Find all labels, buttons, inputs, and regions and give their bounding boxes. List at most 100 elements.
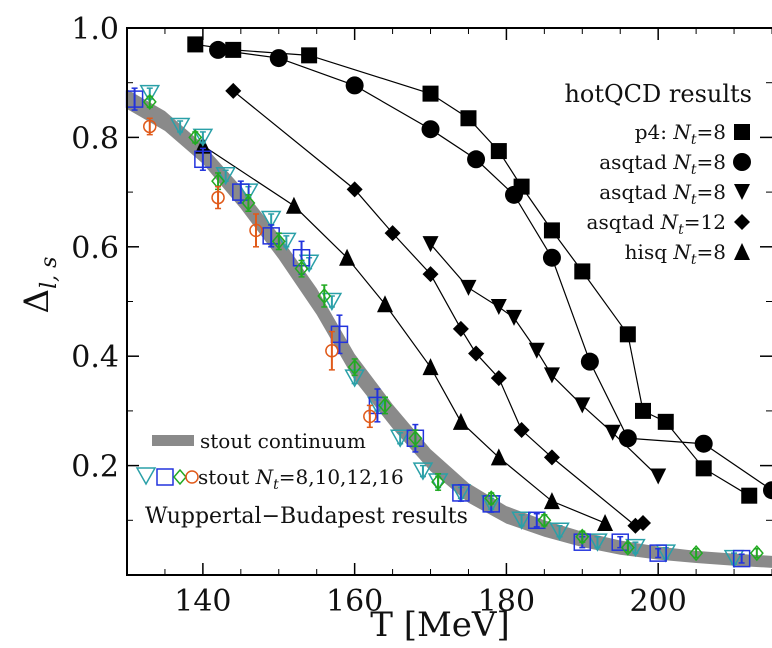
- legend-wuppertal-budapest: stout continuum stout Nt=8,10,12,16 Wupp…: [135, 429, 468, 529]
- y-axis-label: Δl, s: [17, 257, 62, 314]
- x-tick-label: 140: [174, 584, 231, 619]
- data-point-triangle-down: [460, 279, 477, 296]
- data-point-diamond: [490, 370, 507, 387]
- wb-point-nt8: [276, 232, 297, 251]
- legend-marker-circle: [733, 153, 751, 171]
- data-point-triangle-down: [574, 397, 591, 414]
- markers-layer: [187, 36, 772, 534]
- data-point-triangle-up: [490, 448, 507, 466]
- data-point-circle: [763, 481, 772, 500]
- legend-entry-label: asqtad Nt=8: [599, 150, 726, 178]
- y-tick-label: 1.0: [71, 12, 119, 47]
- data-point-square: [741, 487, 758, 504]
- wb-point-nt8: [139, 84, 161, 104]
- data-point-triangle-down: [650, 468, 667, 485]
- data-point-diamond: [635, 515, 651, 532]
- legend-entry-prefix: asqtad: [599, 180, 673, 204]
- legend-entry-prefix: asqtad: [599, 150, 673, 174]
- legend-stout-label: stout Nt=8,10,12,16: [198, 465, 404, 493]
- wb-point-nt12: [620, 539, 635, 556]
- continuum-band: [127, 89, 772, 568]
- data-point-square: [635, 402, 651, 419]
- legend-entry-sub: t: [691, 132, 697, 148]
- legend-entry-label: p4: Nt=8: [635, 120, 726, 148]
- wb-point-nt10: [194, 150, 212, 169]
- legend-continuum-label: stout continuum: [200, 429, 366, 453]
- data-point-circle: [505, 185, 523, 204]
- legend-stout-sub: t: [273, 477, 279, 493]
- wb-point-nt8: [389, 429, 411, 448]
- data-point-square: [490, 143, 507, 160]
- data-point-triangle-down: [506, 309, 522, 326]
- legend-marker-triangle-down: [734, 184, 750, 200]
- wb-point-nt10: [649, 544, 667, 562]
- legend-continuum-swatch: [152, 435, 194, 446]
- x-tick-label: 200: [630, 584, 687, 619]
- data-point-square: [619, 326, 636, 343]
- data-point-square: [574, 263, 591, 280]
- wb-point-nt12: [431, 473, 446, 491]
- legend-entry-sub: t: [678, 222, 684, 238]
- data-point-triangle-down: [528, 342, 545, 359]
- y-axis-label-sub: l, s: [37, 257, 62, 289]
- legend-stout-marker-nt10: [156, 468, 174, 486]
- data-point-triangle-up: [452, 412, 469, 430]
- y-tick-label: 0.8: [71, 121, 119, 156]
- data-point-square: [422, 85, 439, 102]
- legend-entry-label: asqtad Nt=8: [599, 180, 726, 208]
- legend-stout-nt: N: [255, 465, 275, 489]
- data-point-square: [301, 47, 318, 64]
- data-point-circle: [467, 150, 486, 169]
- wb-point-nt10: [452, 484, 470, 502]
- data-point-triangle-up: [597, 514, 614, 532]
- legend-marker-square: [734, 124, 750, 140]
- legend-entry-prefix: hisq: [625, 240, 674, 264]
- legend-entry-label: asqtad Nt=12: [587, 210, 726, 238]
- wb-point-nt16: [211, 190, 225, 205]
- data-point-circle: [580, 352, 599, 371]
- wb-point-nt12: [537, 512, 552, 529]
- continuum-band-layer: [127, 89, 772, 568]
- wb-point-nt12: [347, 358, 362, 376]
- wb-point-nt8: [412, 462, 434, 481]
- wb-point-nt12: [689, 544, 704, 562]
- data-point-circle: [345, 76, 364, 95]
- wb-point-nt12: [484, 490, 499, 507]
- legend-entry-sub: t: [691, 162, 697, 178]
- data-point-diamond: [468, 345, 485, 362]
- legend-entry-nt: N: [672, 180, 692, 204]
- wb-point-nt10: [732, 549, 751, 568]
- data-point-circle: [209, 40, 228, 59]
- data-point-triangle-up: [543, 492, 560, 510]
- legend-entry-suffix: =8: [697, 150, 726, 174]
- legend-stout-markers: [135, 467, 199, 486]
- legend-entry-prefix: p4:: [635, 120, 674, 144]
- wb-point-nt12: [749, 544, 764, 562]
- data-point-square: [695, 460, 712, 477]
- wb-point-nt8: [625, 538, 646, 558]
- legend-stout-suffix: =8,10,12,16: [279, 465, 404, 489]
- wb-point-nt12: [188, 129, 203, 146]
- data-point-circle: [694, 434, 713, 453]
- wb-point-nt12: [241, 194, 256, 212]
- wb-point-nt8: [321, 292, 343, 312]
- legend-entry-suffix: =8: [697, 180, 726, 204]
- legend-entry-nt: N: [672, 150, 692, 174]
- legend-entry-nt: N: [660, 210, 680, 234]
- legend-stout-prefix: stout: [198, 465, 256, 489]
- data-point-square: [187, 36, 204, 53]
- data-point-square: [225, 41, 242, 58]
- legend-entry-sub: t: [691, 192, 697, 208]
- wb-point-nt8: [549, 522, 570, 541]
- wb-point-nt16: [249, 223, 263, 238]
- data-point-circle: [618, 429, 637, 448]
- connecting-lines-layer: [195, 43, 772, 527]
- wb-point-nt16: [363, 409, 377, 424]
- legend-stout-marker-nt16: [185, 470, 199, 484]
- data-point-diamond: [452, 320, 469, 337]
- data-point-triangle-down: [604, 424, 621, 441]
- legend-entry-suffix: =8: [697, 240, 726, 264]
- data-point-triangle-up: [422, 358, 439, 376]
- wb-point-nt8: [169, 117, 191, 136]
